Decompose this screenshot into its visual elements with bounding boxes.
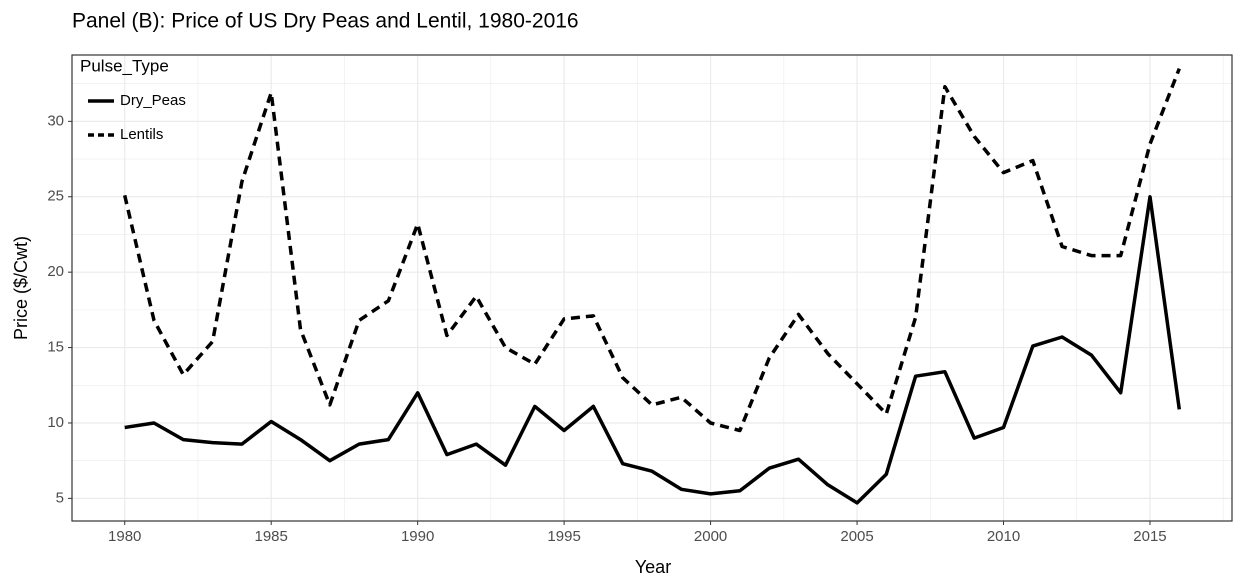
plot-border: [71, 54, 1233, 522]
x-axis-title: Year: [635, 557, 671, 577]
y-tick-label: 5: [56, 489, 64, 506]
y-tick-label: 30: [47, 112, 64, 129]
plot-background: [72, 55, 1232, 521]
x-tick-label: 1990: [401, 528, 434, 545]
y-tick-label: 10: [47, 414, 64, 431]
data-line: [122, 67, 1181, 433]
data-line: [124, 195, 1182, 505]
x-tick-label: 1995: [547, 528, 580, 545]
y-axis-title: Price ($/Cwt): [11, 236, 31, 340]
x-tick-label: 2005: [840, 528, 873, 545]
chart-title: Panel (B): Price of US Dry Peas and Lent…: [72, 10, 579, 33]
y-tick-label: 25: [47, 188, 64, 205]
x-tick-label: 2015: [1133, 528, 1166, 545]
legend-label: Lentils: [120, 126, 163, 143]
legend-label: Dry_Peas: [120, 92, 186, 109]
y-tick-label: 15: [47, 339, 64, 356]
x-tick-label: 2000: [694, 528, 727, 545]
legend-title: Pulse_Type: [80, 56, 169, 75]
x-tick-label: 1985: [255, 528, 288, 545]
x-tick-label: 1980: [108, 528, 141, 545]
y-tick-label: 20: [47, 263, 64, 280]
x-tick-label: 2010: [987, 528, 1020, 545]
